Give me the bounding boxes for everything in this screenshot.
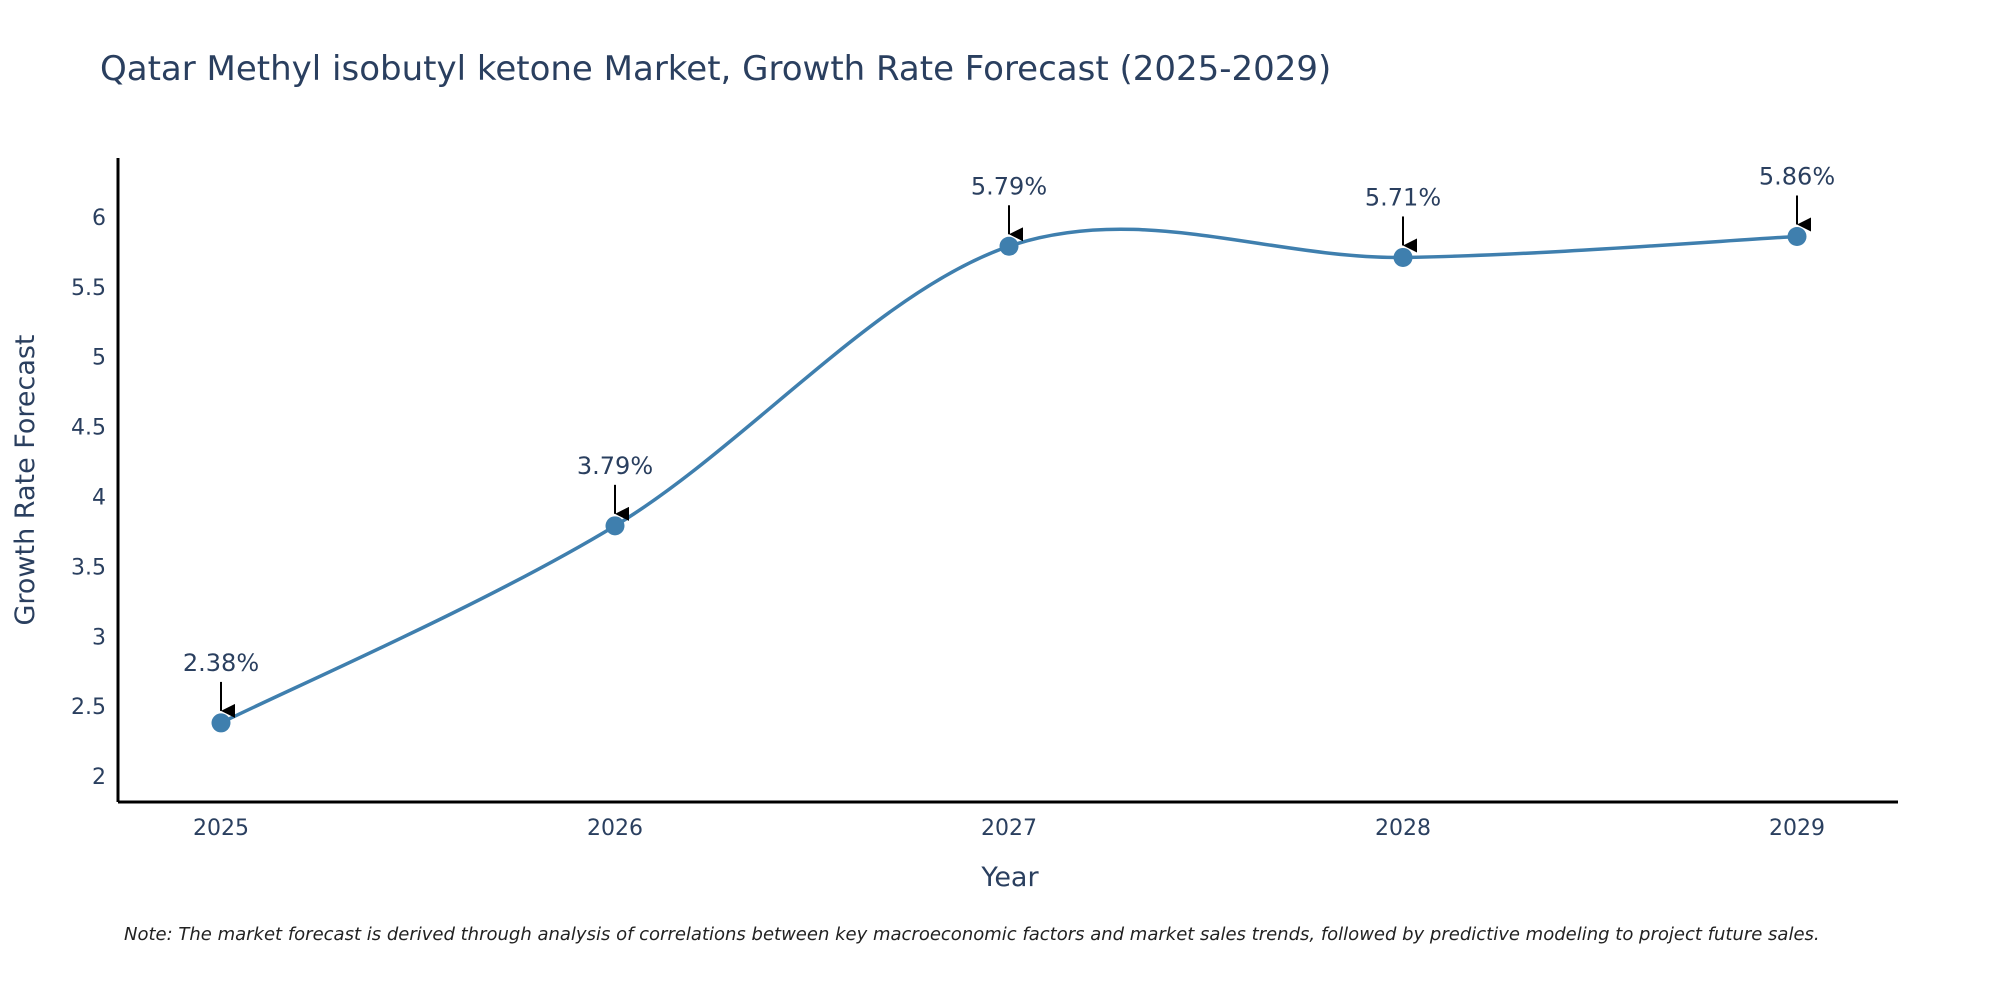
data-point[interactable]: [999, 236, 1019, 256]
x-tick-label: 2026: [587, 816, 643, 841]
data-label: 5.71%: [1365, 183, 1441, 211]
y-tick-label: 3: [92, 625, 106, 650]
x-axis-title: Year: [980, 862, 1039, 893]
y-tick-label: 5: [92, 346, 106, 371]
y-tick-label: 2.5: [71, 695, 106, 720]
y-axis-title: Growth Rate Forecast: [10, 334, 41, 625]
data-point[interactable]: [1393, 247, 1413, 267]
y-tick-label: 3.5: [71, 555, 106, 580]
plot-area: 2 2.5 3 3.5 4 4.5 5 5.5 6 2025 2026 2027 2028 2029 2.3…: [71, 158, 1898, 841]
x-tick-label: 2029: [1769, 816, 1825, 841]
data-label: 5.79%: [971, 172, 1047, 200]
y-tick-label: 2: [92, 765, 106, 790]
x-tick-label: 2028: [1375, 816, 1431, 841]
y-tick-label: 4.5: [71, 416, 106, 441]
series-line: [220, 227, 1798, 725]
chart-title: Qatar Methyl isobutyl ketone Market, Gro…: [100, 49, 1331, 89]
data-label: 3.79%: [577, 452, 653, 480]
y-tick-label: 5.5: [71, 276, 106, 301]
y-tick-label: 4: [92, 485, 106, 510]
data-label: 2.38%: [183, 649, 259, 677]
x-tick-label: 2027: [981, 816, 1037, 841]
data-point[interactable]: [211, 713, 231, 733]
x-tick-label: 2025: [193, 816, 249, 841]
chart-note: Note: The market forecast is derived thr…: [124, 924, 1820, 945]
data-label: 5.86%: [1759, 162, 1835, 190]
data-point[interactable]: [1787, 226, 1807, 246]
data-point[interactable]: [605, 516, 625, 536]
y-tick-label: 6: [92, 206, 106, 231]
